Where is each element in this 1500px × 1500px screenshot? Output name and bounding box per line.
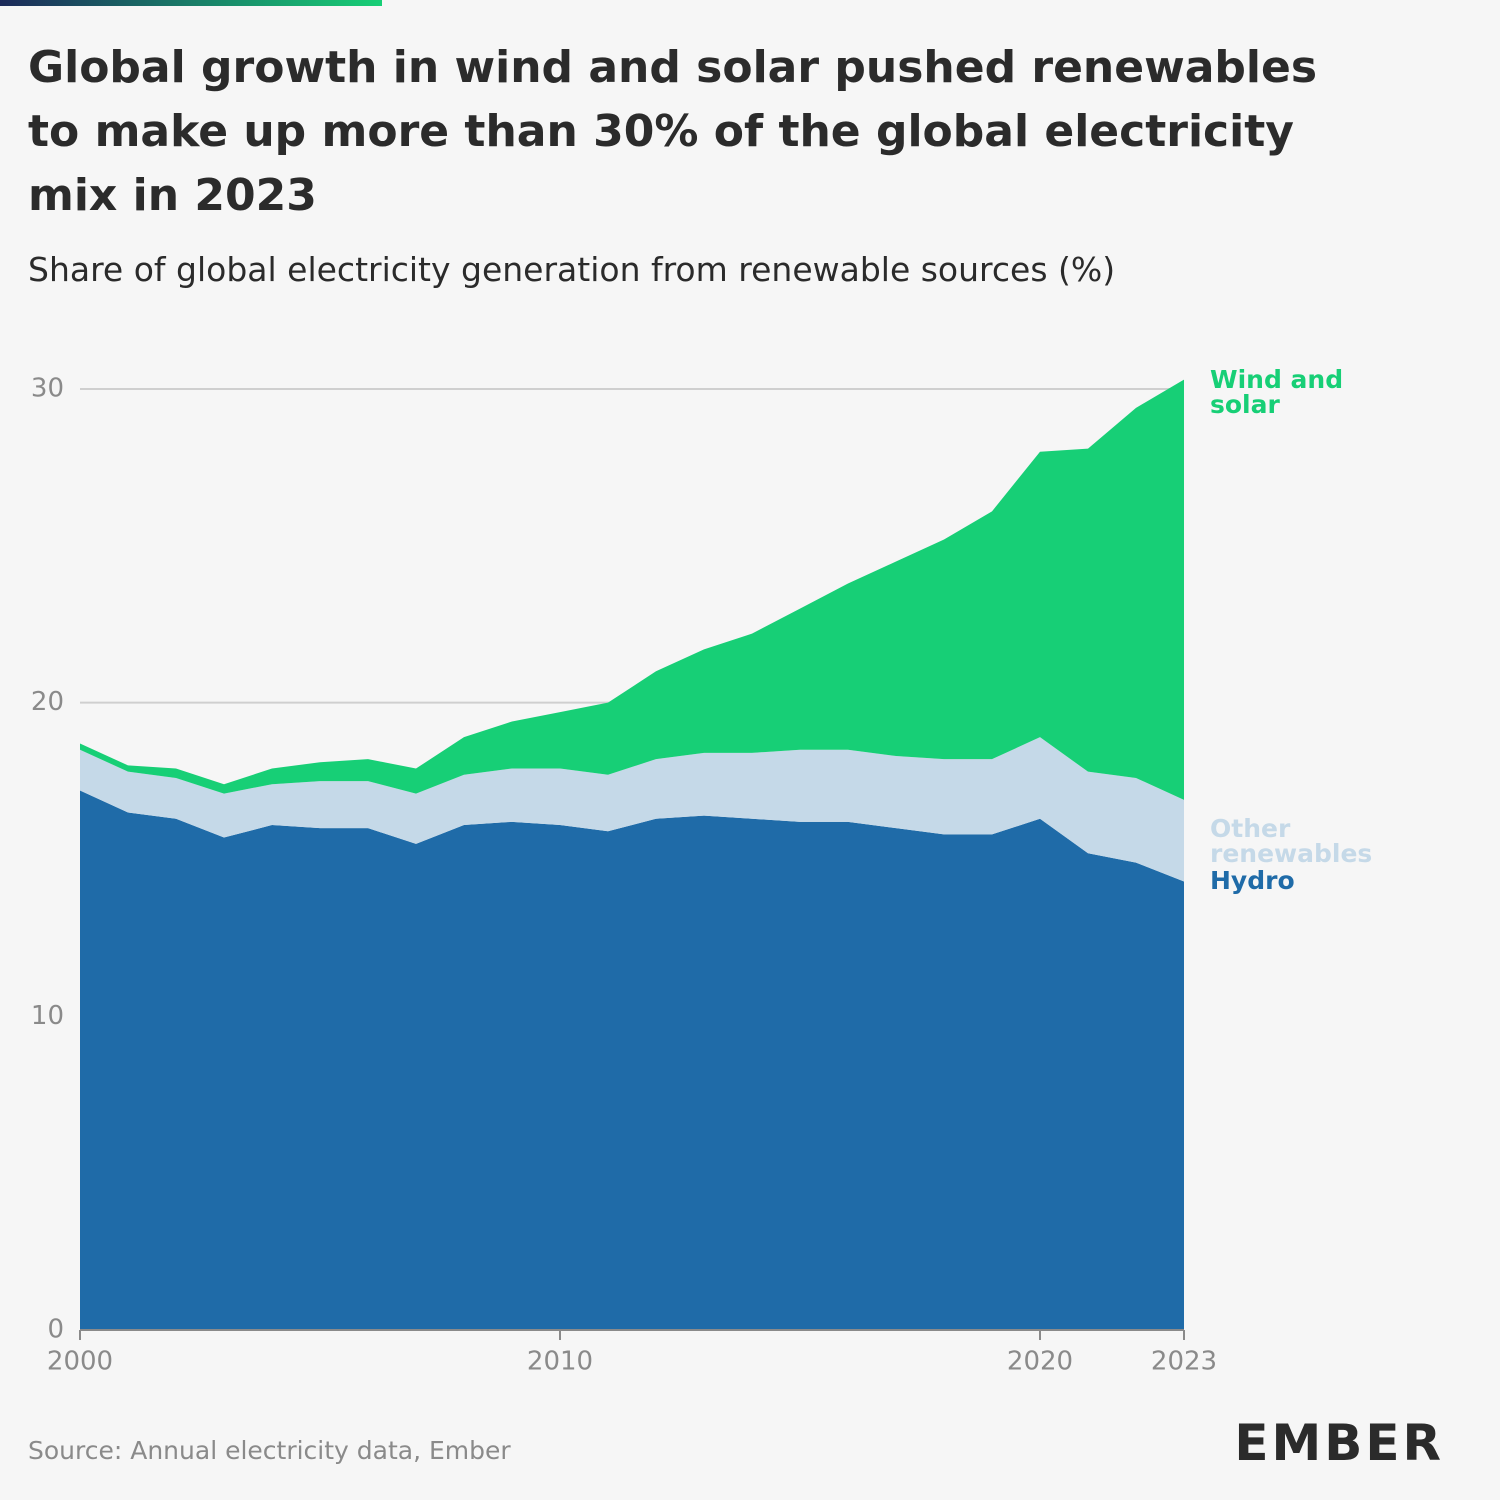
y-tick-label: 10 (31, 1001, 64, 1031)
series-label: Wind and solar (1210, 364, 1344, 419)
area (80, 737, 1184, 882)
x-tick-label: 2000 (47, 1347, 113, 1377)
x-tick-label: 2020 (1007, 1347, 1073, 1377)
x-tick-label: 2023 (1151, 1347, 1217, 1377)
chart-title: Global growth in wind and solar pushed r… (28, 42, 1318, 221)
top-bar (0, 0, 382, 6)
y-tick-label: 0 (47, 1315, 64, 1345)
series-label: Other renewables (1210, 813, 1373, 868)
chart-subtitle: Share of global electricity generation f… (28, 250, 1116, 289)
logo: EMBER (1234, 1414, 1444, 1472)
area (80, 790, 1184, 1330)
source: Source: Annual electricity data, Ember (28, 1436, 511, 1465)
area (80, 379, 1184, 800)
y-tick-label: 20 (31, 687, 64, 717)
x-tick-label: 2010 (527, 1347, 593, 1377)
y-tick-label: 30 (31, 374, 64, 404)
series-label: Hydro (1210, 866, 1295, 896)
